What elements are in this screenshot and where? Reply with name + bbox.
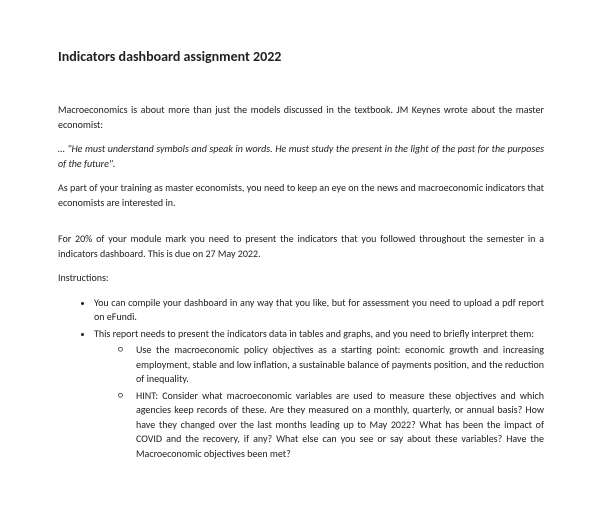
intro-paragraph-2: As part of your training as master econo…	[58, 181, 544, 210]
sub-list-item: Use the macroeconomic policy objectives …	[122, 343, 544, 387]
list-item-text: This report needs to present the indicat…	[94, 327, 534, 340]
sub-list: Use the macroeconomic policy objectives …	[94, 343, 544, 461]
assignment-paragraph: For 20% of your module mark you need to …	[58, 232, 544, 261]
sub-list-item: HINT: Consider what macroeconomic variab…	[122, 389, 544, 462]
intro-paragraph-1: Macroeconomics is about more than just t…	[58, 103, 544, 132]
page-title: Indicators dashboard assignment 2022	[58, 48, 544, 65]
list-item: You can compile your dashboard in any wa…	[94, 296, 544, 325]
instructions-label: Instructions:	[58, 271, 544, 286]
quote-paragraph: … "He must understand symbols and speak …	[58, 142, 544, 171]
list-item: This report needs to present the indicat…	[94, 327, 544, 462]
document-page: Indicators dashboard assignment 2022 Mac…	[0, 0, 602, 506]
instructions-list: You can compile your dashboard in any wa…	[58, 296, 544, 462]
